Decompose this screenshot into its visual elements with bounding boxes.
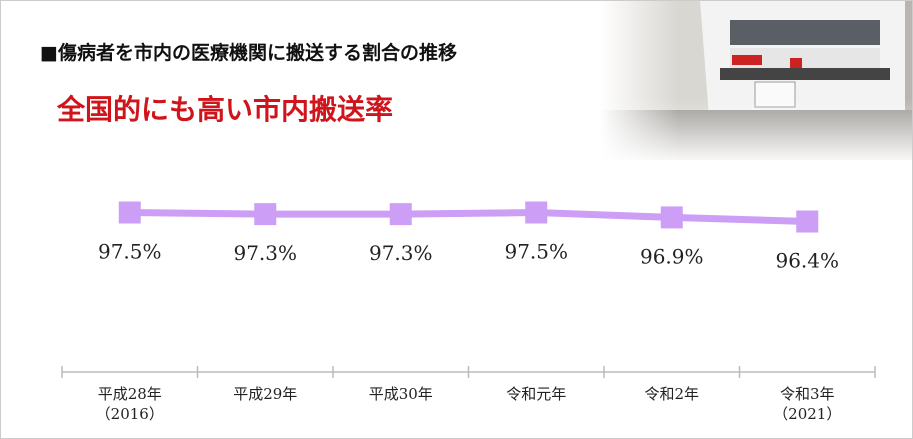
x-tick-label: 平成30年 (368, 385, 433, 403)
x-tick-label: 令和2年 (644, 385, 700, 403)
data-label: 97.3% (233, 241, 297, 265)
data-label: 96.4% (775, 249, 839, 273)
line (129, 208, 808, 226)
marker (254, 203, 277, 226)
chart-subtitle: 全国的にも高い市内搬送率 (57, 93, 394, 126)
marker (796, 210, 819, 233)
x-tick-label: 令和元年 (506, 385, 567, 403)
data-label: 97.3% (369, 241, 433, 265)
marker (118, 201, 141, 224)
data-label: 97.5% (504, 240, 568, 264)
data-label: 96.9% (640, 244, 704, 268)
chart-title: ■傷病者を市内の医療機関に搬送する割合の推移 (40, 42, 457, 64)
x-tick-label: 令和3年 （2021） (773, 385, 842, 423)
marker (660, 206, 683, 229)
x-tick-label: 平成29年 (233, 385, 298, 403)
marker (525, 201, 548, 224)
marker (389, 203, 412, 226)
data-label: 97.5% (98, 240, 162, 264)
photo (600, 0, 913, 165)
x-tick-label: 平成28年 （2016） (95, 385, 164, 423)
